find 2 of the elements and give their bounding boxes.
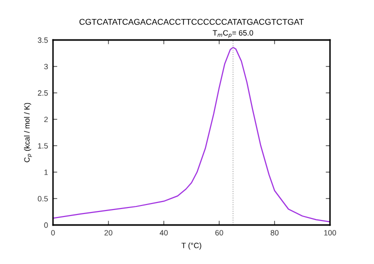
- line-series: [53, 46, 330, 222]
- chart-title: CGTCATATCAGACACACCTTCCCCCCATATGACGTCTGAT: [79, 18, 304, 25]
